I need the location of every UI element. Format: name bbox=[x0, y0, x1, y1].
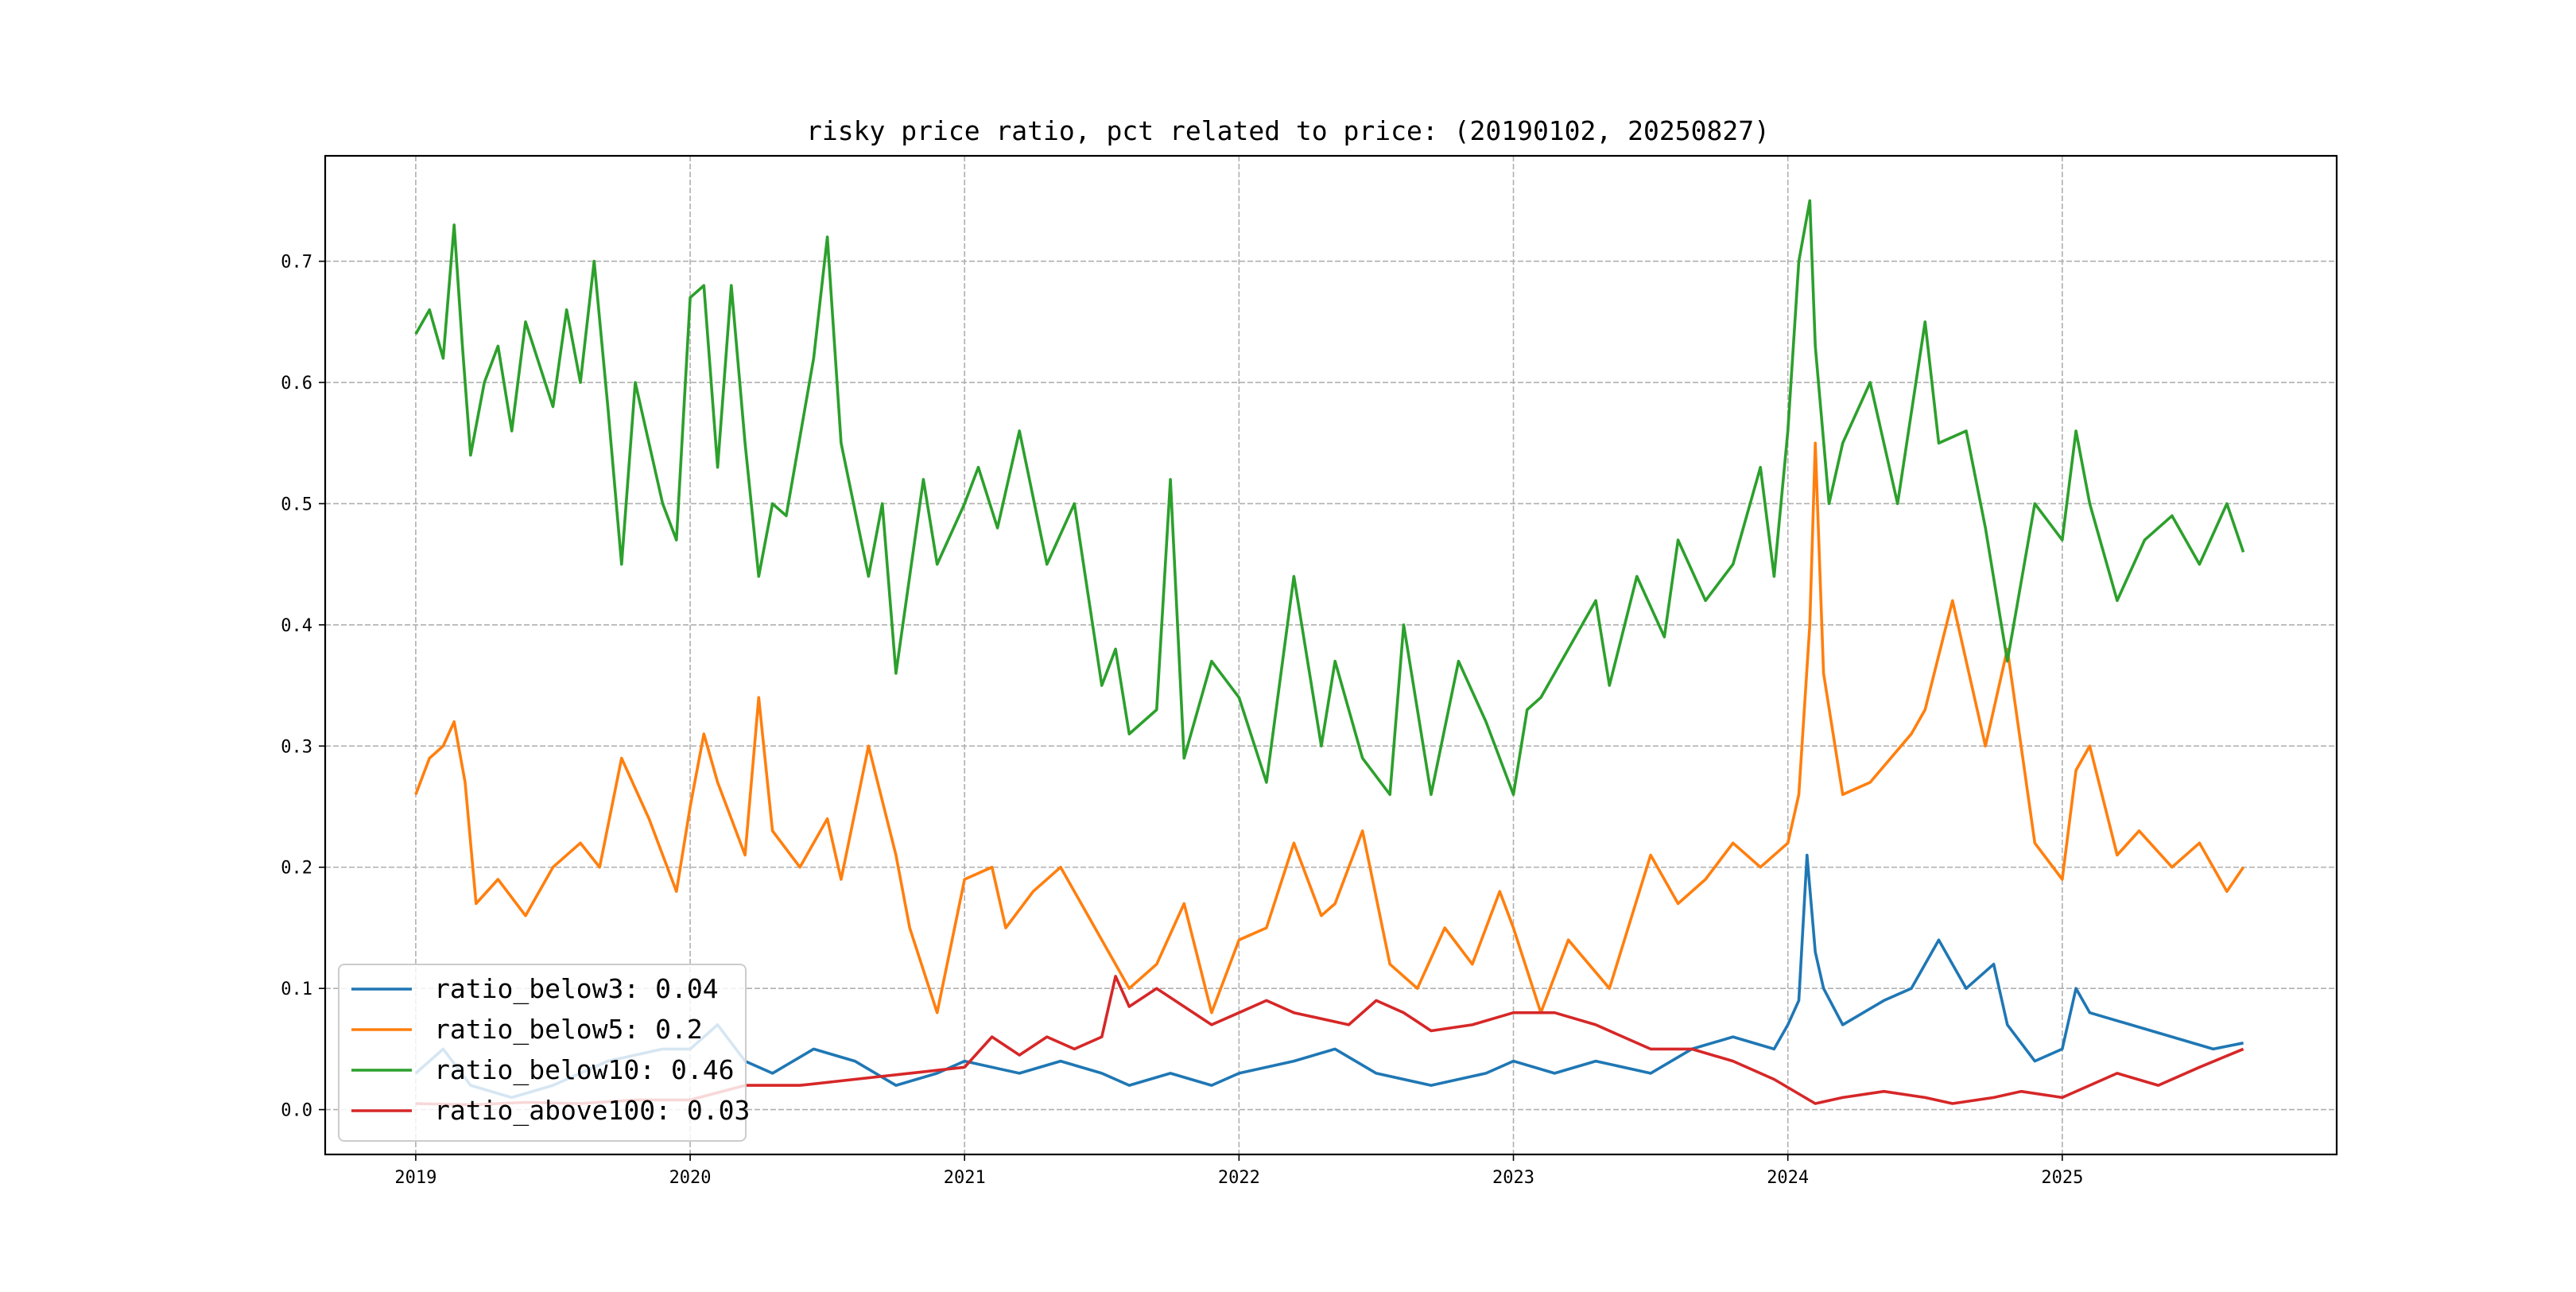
series-line-ratio-above100 bbox=[415, 975, 2244, 1107]
x-tick-label: 2019 bbox=[394, 1168, 436, 1188]
x-tick-label: 2021 bbox=[944, 1168, 986, 1188]
y-tick-label: 0.6 bbox=[281, 374, 312, 394]
legend-label: ratio_below3: 0.04 bbox=[434, 973, 719, 1005]
legend: ratio_below3: 0.04 ratio_below5: 0.2 ratio… bbox=[338, 964, 750, 1142]
legend-label: ratio_above100: 0.03 bbox=[434, 1095, 750, 1127]
y-tick-label: 0.5 bbox=[281, 495, 312, 514]
y-tick-label: 0.1 bbox=[281, 980, 312, 999]
x-tick-label: 2023 bbox=[1492, 1168, 1534, 1188]
legend-box bbox=[338, 964, 747, 1142]
y-tick-label: 0.0 bbox=[281, 1101, 312, 1121]
x-tick-label: 2020 bbox=[669, 1168, 712, 1188]
series-line-ratio-below5 bbox=[414, 441, 2245, 1015]
x-tick-label: 2025 bbox=[2041, 1168, 2083, 1188]
x-tick-label: 2022 bbox=[1218, 1168, 1260, 1188]
axis-ticks: 2019 2020 2021 2022 2023 2024 2025 0.0 0.1 0.2 0.3… bbox=[281, 253, 2083, 1188]
legend-label: ratio_below10: 0.46 bbox=[434, 1054, 735, 1086]
series-layer bbox=[414, 199, 2245, 1107]
legend-label: ratio_below5: 0.2 bbox=[434, 1014, 703, 1046]
y-tick-label: 0.4 bbox=[281, 616, 312, 636]
x-tick-label: 2024 bbox=[1767, 1168, 1809, 1188]
series-line-ratio-below10 bbox=[414, 199, 2245, 797]
y-tick-label: 0.3 bbox=[281, 737, 312, 757]
y-tick-label: 0.2 bbox=[281, 859, 312, 879]
chart-title: risky price ratio, pct related to price:… bbox=[806, 115, 1770, 146]
y-tick-label: 0.7 bbox=[281, 253, 312, 273]
plot-area-frame bbox=[324, 154, 2338, 1156]
